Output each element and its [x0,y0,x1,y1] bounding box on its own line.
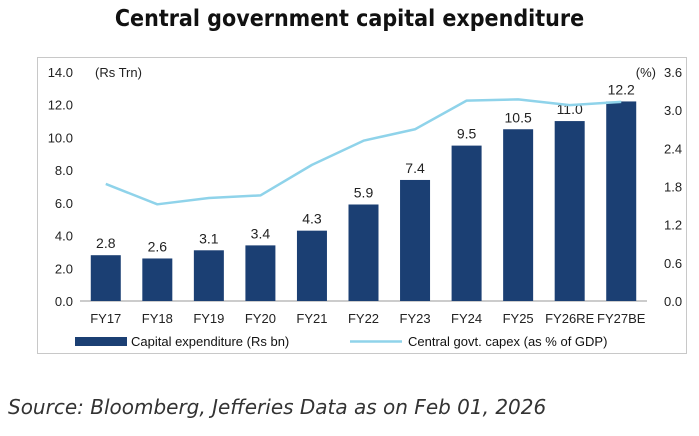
legend-bar-swatch [75,337,127,346]
right-axis-tick-label: 3.6 [664,65,682,80]
legend-line-label: Central govt. capex (as % of GDP) [408,334,607,349]
right-axis-tick-label: 1.8 [664,180,682,195]
bar-fy25 [503,129,534,301]
bar-value-label: 9.5 [457,126,477,142]
x-tick-label: FY18 [142,311,173,326]
right-axis-tick-label: 1.2 [664,218,682,233]
right-axis-tick-label: 0.6 [664,256,682,271]
left-axis-tick-label: 14.0 [48,65,73,80]
bar-fy22 [348,204,379,301]
x-tick-label: FY19 [193,311,224,326]
bar-fy27be [606,101,637,301]
bar-value-label: 12.2 [608,81,635,97]
bar-fy24 [451,145,482,301]
x-tick-label: FY27BE [597,311,646,326]
bar-value-label: 2.6 [148,238,168,254]
bar-value-label: 5.9 [354,184,374,200]
right-axis-tick-label: 3.0 [664,103,682,118]
left-axis-tick-label: 6.0 [55,196,73,211]
source-note: Source: Bloomberg, Jefferies Data as on … [8,395,547,419]
left-axis-tick-label: 10.0 [48,130,73,145]
right-axis-tick-label: 0.0 [664,294,682,309]
bar-value-label: 2.8 [96,235,116,251]
bar-value-label: 10.5 [505,109,532,125]
x-tick-label: FY20 [245,311,276,326]
right-axis-tick-label: 2.4 [664,141,682,156]
x-tick-label: FY21 [296,311,327,326]
x-tick-label: FY23 [400,311,431,326]
bar-fy21 [296,230,327,301]
bar-fy17 [90,255,121,301]
bar-fy20 [245,245,276,301]
x-tick-label: FY22 [348,311,379,326]
chart-frame [37,57,687,354]
left-axis-tick-label: 12.0 [48,98,73,113]
x-tick-label: FY26RE [545,311,594,326]
x-tick-label: FY24 [451,311,482,326]
left-axis-label: (Rs Trn) [95,65,142,80]
right-axis-label: (%) [636,65,656,80]
bar-value-label: 7.4 [405,160,425,176]
left-axis-tick-label: 0.0 [55,294,73,309]
left-axis-tick-label: 4.0 [55,229,73,244]
bar-fy19 [193,250,224,301]
bar-fy18 [142,258,173,301]
left-axis-tick-label: 2.0 [55,261,73,276]
bar-value-label: 4.3 [302,211,322,227]
x-tick-label: FY25 [503,311,534,326]
bar-value-label: 3.1 [199,230,219,246]
bar-value-label: 3.4 [251,225,271,241]
x-tick-label: FY17 [90,311,121,326]
left-axis-tick-label: 8.0 [55,163,73,178]
bar-fy23 [400,179,431,301]
chart-title: Central government capital expenditure [114,6,585,32]
legend-bar-label: Capital expenditure (Rs bn) [131,334,289,349]
bar-fy26re [554,121,585,301]
